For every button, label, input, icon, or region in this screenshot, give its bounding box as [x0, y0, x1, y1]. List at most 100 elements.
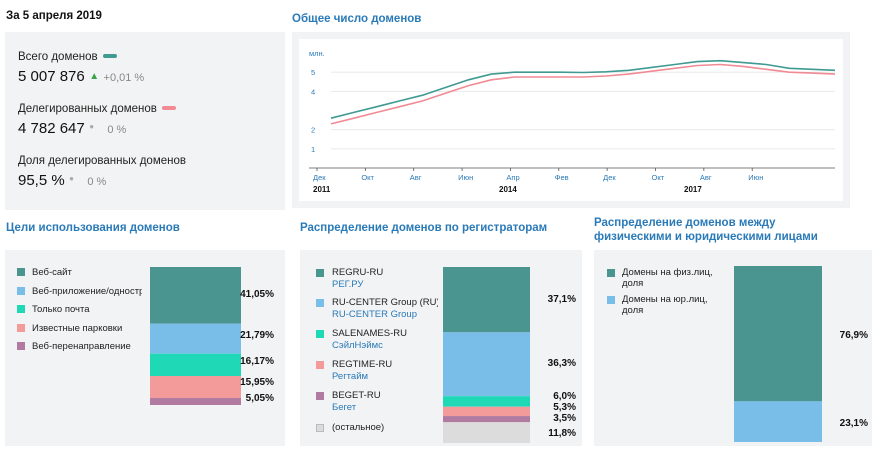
bar-segment: [150, 353, 241, 377]
stat-total-change: +0,01 %: [103, 72, 145, 84]
bar-segment: [443, 416, 530, 423]
stats-panel: Всего доменов 5 007 876 ▲ +0,01 % Делеги…: [5, 32, 285, 210]
legend-item: Веб-перенаправление: [17, 341, 142, 352]
legend-swatch: [17, 286, 25, 295]
legend-label-line2: доля: [622, 305, 644, 316]
data-label: 5,05%: [246, 393, 274, 404]
registrar-legend-item: REGRU-RU РЕГ.РУ: [316, 267, 438, 290]
stat-delegated-change: 0 %: [107, 124, 127, 136]
stat-delegated-value: 4 782 647: [18, 120, 85, 137]
y-axis-label: млн.: [309, 49, 325, 58]
stat-share-value: 95,5 %: [18, 172, 65, 189]
bar-segment: [443, 406, 530, 417]
data-label: 41,05%: [240, 289, 274, 300]
bar-segment: [443, 267, 530, 333]
y-tick-label: 4: [311, 87, 315, 96]
data-label: 37,1%: [548, 294, 576, 305]
stat-share-change: 0 %: [87, 176, 107, 188]
x-tick-label: Окт: [651, 173, 664, 182]
x-tick-label: Фев: [555, 173, 569, 182]
data-label: 11,8%: [548, 428, 576, 439]
delegated-series-swatch: [161, 105, 176, 110]
bar-segment: [150, 398, 241, 405]
data-label: 21,79%: [240, 330, 274, 341]
registrar-legend-item: RU-CENTER Group (RU) RU-CENTER Group: [316, 297, 438, 320]
registrars-panel: REGRU-RU РЕГ.РУ RU-CENTER Group (RU) RU-CEN…: [300, 250, 582, 446]
legend-swatch: [316, 299, 324, 307]
legend-item: Домены на юр.лиц, доля: [607, 294, 727, 316]
registrar-name: REGTIME-RU: [332, 359, 393, 370]
legend-label: Веб-приложение/одностраничник: [32, 285, 142, 297]
registrar-name: (остальное): [332, 422, 385, 433]
stat-total-label: Всего доменов: [18, 51, 98, 63]
legend-label: Домены на физ.лиц,: [622, 267, 713, 278]
legend-item: Известные парковки: [17, 323, 142, 334]
neutral-dot-icon: ●: [69, 174, 74, 183]
legend-item: Только почта: [17, 304, 142, 315]
registrar-legend-item: (остальное): [316, 422, 438, 433]
x-year-label: 2017: [684, 185, 702, 194]
legend-item: Веб-приложение/одностраничник: [17, 286, 142, 297]
registrar-link[interactable]: Бегет: [332, 402, 357, 413]
registrars-chart: 37,1% 36,3% 6,0%5,3%3,5% 11,8%: [443, 267, 576, 443]
stat-share: Доля делегированных доменов 95,5 % ● 0 %: [18, 151, 186, 190]
x-tick-label: Апр: [506, 173, 519, 182]
legend-swatch: [607, 296, 615, 304]
legend-item: Веб-сайт: [17, 267, 142, 278]
x-tick-label: Дек: [313, 173, 326, 182]
legend-label: Веб-сайт: [32, 267, 72, 278]
x-tick-label: Авг: [700, 173, 712, 182]
stats-date-heading: За 5 апреля 2019: [6, 10, 102, 22]
x-year-label: 2011: [313, 185, 331, 194]
registrar-link[interactable]: RU-CENTER Group: [332, 309, 417, 320]
purposes-chart: 41,05% 21,79% 16,17% 15,95% 5,05%: [150, 267, 274, 405]
legend-label: Только почта: [32, 304, 90, 315]
series-line-total: [330, 59, 836, 119]
bar-segment: [150, 267, 241, 324]
bar-segment: [734, 401, 822, 442]
purposes-title: Цели использования доменов: [6, 222, 180, 234]
stat-delegated: Делегированных доменов 4 782 647 ● 0 %: [18, 99, 176, 138]
legend-swatch: [17, 342, 25, 350]
neutral-dot-icon: ●: [89, 122, 95, 131]
data-label: 23,1%: [840, 418, 868, 429]
registrars-legend: REGRU-RU РЕГ.РУ RU-CENTER Group (RU) RU-CEN…: [316, 267, 438, 443]
persons-legend: Домены на физ.лиц, доля Домены на юр.лиц, д…: [607, 267, 727, 347]
x-tick-label: Дек: [603, 173, 616, 182]
registrar-name: SALENAMES-RU: [332, 328, 407, 339]
legend-swatch: [17, 305, 25, 313]
bar-segment: [150, 323, 241, 354]
data-label: 16,17%: [240, 356, 274, 367]
registrar-link[interactable]: Регтайм: [332, 371, 369, 382]
line-chart-title: Общее число доменов: [292, 13, 422, 25]
data-label: 76,9%: [840, 330, 868, 341]
registrars-title: Распределение доменов по регистраторам: [300, 222, 548, 234]
total-series-swatch: [102, 53, 117, 58]
stat-delegated-label: Делегированных доменов: [18, 103, 157, 115]
registrar-link[interactable]: РЕГ.РУ: [332, 279, 364, 290]
y-tick-label: 2: [311, 126, 315, 135]
x-tick-label: Авг: [410, 173, 422, 182]
data-label: 15,95%: [240, 377, 274, 388]
legend-swatch: [17, 323, 25, 332]
registrar-name: RU-CENTER Group (RU): [332, 297, 438, 308]
registrar-link[interactable]: СэйлНэймс: [332, 340, 383, 351]
legend-item: Домены на физ.лиц, доля: [607, 267, 727, 289]
legend-label: Веб-перенаправление: [32, 341, 131, 352]
legend-swatch: [316, 392, 324, 400]
registrar-legend-item: BEGET-RU Бегет: [316, 390, 438, 413]
legend-swatch: [316, 361, 324, 369]
data-label: 6,0%: [553, 391, 576, 402]
stat-share-label: Доля делегированных доменов: [18, 155, 186, 167]
line-chart-panel: млн. 1 2 4 5 Дек Окт Авг Июн Апр Фев Дек Окт Авг Июн…: [292, 32, 850, 208]
stat-total-value: 5 007 876: [18, 68, 85, 85]
x-tick-label: Июн: [748, 173, 763, 182]
legend-label: Домены на юр.лиц,: [622, 294, 708, 305]
x-tick-label: Июн: [458, 173, 473, 182]
bar-segment: [443, 422, 530, 443]
bar-segment: [150, 376, 241, 399]
bar-segment: [443, 396, 530, 407]
up-arrow-icon: ▲: [89, 71, 100, 82]
data-label: 3,5%: [553, 413, 576, 424]
legend-swatch: [316, 424, 324, 432]
